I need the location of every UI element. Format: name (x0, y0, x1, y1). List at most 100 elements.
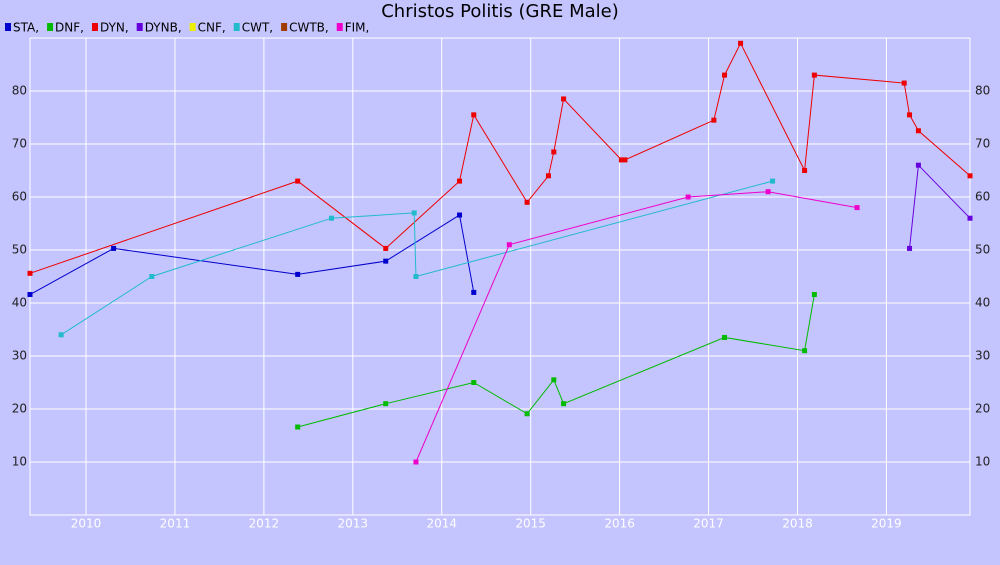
series-line (60, 180, 773, 336)
data-point (383, 258, 389, 264)
series-line (909, 164, 971, 249)
legend-label: DNF, (55, 21, 84, 35)
x-tick-label: 2017 (693, 517, 724, 531)
x-tick-label: 2010 (71, 517, 102, 531)
data-point (328, 215, 334, 221)
data-point (967, 215, 973, 221)
data-point (811, 292, 817, 298)
y-tick-label: 10 (12, 455, 27, 469)
data-point (471, 289, 477, 295)
legend-swatch (233, 23, 240, 31)
legend-swatch (91, 23, 98, 31)
y-tick-label: 50 (12, 243, 27, 257)
data-point (738, 40, 744, 46)
legend-swatch (336, 23, 343, 31)
legend-swatch (47, 23, 54, 31)
data-point (524, 411, 530, 417)
data-point (551, 377, 557, 383)
data-point (561, 96, 567, 102)
data-point (854, 205, 860, 211)
legend-label: STA, (13, 21, 39, 35)
y-tick-label: 80 (12, 84, 27, 98)
data-point (770, 178, 776, 184)
legend-label: FIM, (345, 21, 370, 35)
data-point (413, 274, 419, 279)
data-point (111, 245, 117, 251)
data-point (457, 178, 463, 184)
legend-swatch (136, 23, 143, 31)
data-point (802, 348, 808, 354)
y2-tick-label: 20 (975, 402, 990, 416)
data-point (27, 270, 33, 276)
data-point (295, 178, 301, 184)
data-point (295, 271, 301, 277)
y-tick-label: 20 (12, 402, 27, 416)
data-point (295, 424, 301, 430)
data-point (622, 157, 628, 163)
legend-swatch (189, 23, 196, 31)
x-tick-label: 2011 (160, 517, 191, 531)
legend-label: DYNB, (145, 21, 182, 35)
x-tick-label: 2015 (515, 517, 546, 531)
x-tick-label: 2016 (604, 517, 635, 531)
legend-label: CWTB, (289, 21, 329, 35)
data-point (811, 72, 817, 78)
data-point (506, 242, 512, 248)
data-point (907, 245, 913, 251)
data-point (685, 194, 691, 200)
data-point (383, 401, 389, 407)
data-point (915, 128, 921, 134)
data-point (901, 80, 907, 86)
data-point (618, 157, 624, 163)
y-tick-label: 60 (12, 190, 27, 204)
data-point (545, 173, 551, 179)
legend-label: CNF, (198, 21, 226, 35)
y2-tick-label: 60 (975, 190, 990, 204)
x-tick-label: 2019 (871, 517, 902, 531)
series-line (415, 191, 858, 463)
data-point (711, 117, 717, 123)
y2-tick-label: 70 (975, 137, 990, 151)
data-point (722, 334, 728, 340)
y2-tick-label: 10 (975, 455, 990, 469)
data-point (58, 332, 64, 338)
legend-label: CWT, (242, 21, 273, 35)
y2-tick-label: 30 (975, 349, 990, 363)
data-point (383, 245, 389, 251)
plot-frame (29, 37, 971, 516)
data-point (915, 162, 921, 168)
series-line (29, 214, 475, 295)
legend-swatch (281, 23, 288, 31)
data-point (551, 149, 557, 155)
data-point (411, 210, 417, 216)
data-point (27, 292, 33, 298)
data-point (457, 212, 463, 218)
x-tick-label: 2014 (426, 517, 457, 531)
legend-swatch (5, 23, 11, 31)
data-point (765, 189, 771, 195)
data-point (907, 112, 913, 118)
series-line (29, 42, 971, 274)
x-tick-label: 2013 (338, 517, 369, 531)
legend-label: DYN, (100, 21, 129, 35)
y2-tick-label: 40 (975, 296, 990, 310)
data-point (802, 168, 808, 173)
data-point (413, 459, 419, 465)
y-tick-label: 30 (12, 349, 27, 363)
chart-title: Christos Politis (GRE Male) (381, 1, 619, 22)
x-tick-label: 2018 (782, 517, 813, 531)
data-point (722, 72, 728, 78)
y-tick-label: 70 (12, 137, 27, 151)
y2-tick-label: 80 (975, 84, 990, 98)
data-point (149, 274, 155, 279)
data-point (524, 199, 530, 205)
series-line (297, 294, 815, 428)
y-tick-label: 40 (12, 296, 27, 310)
data-point (561, 401, 567, 407)
x-tick-label: 2012 (249, 517, 280, 531)
y2-tick-label: 50 (975, 243, 990, 257)
data-point (967, 173, 973, 179)
data-point (471, 112, 477, 118)
